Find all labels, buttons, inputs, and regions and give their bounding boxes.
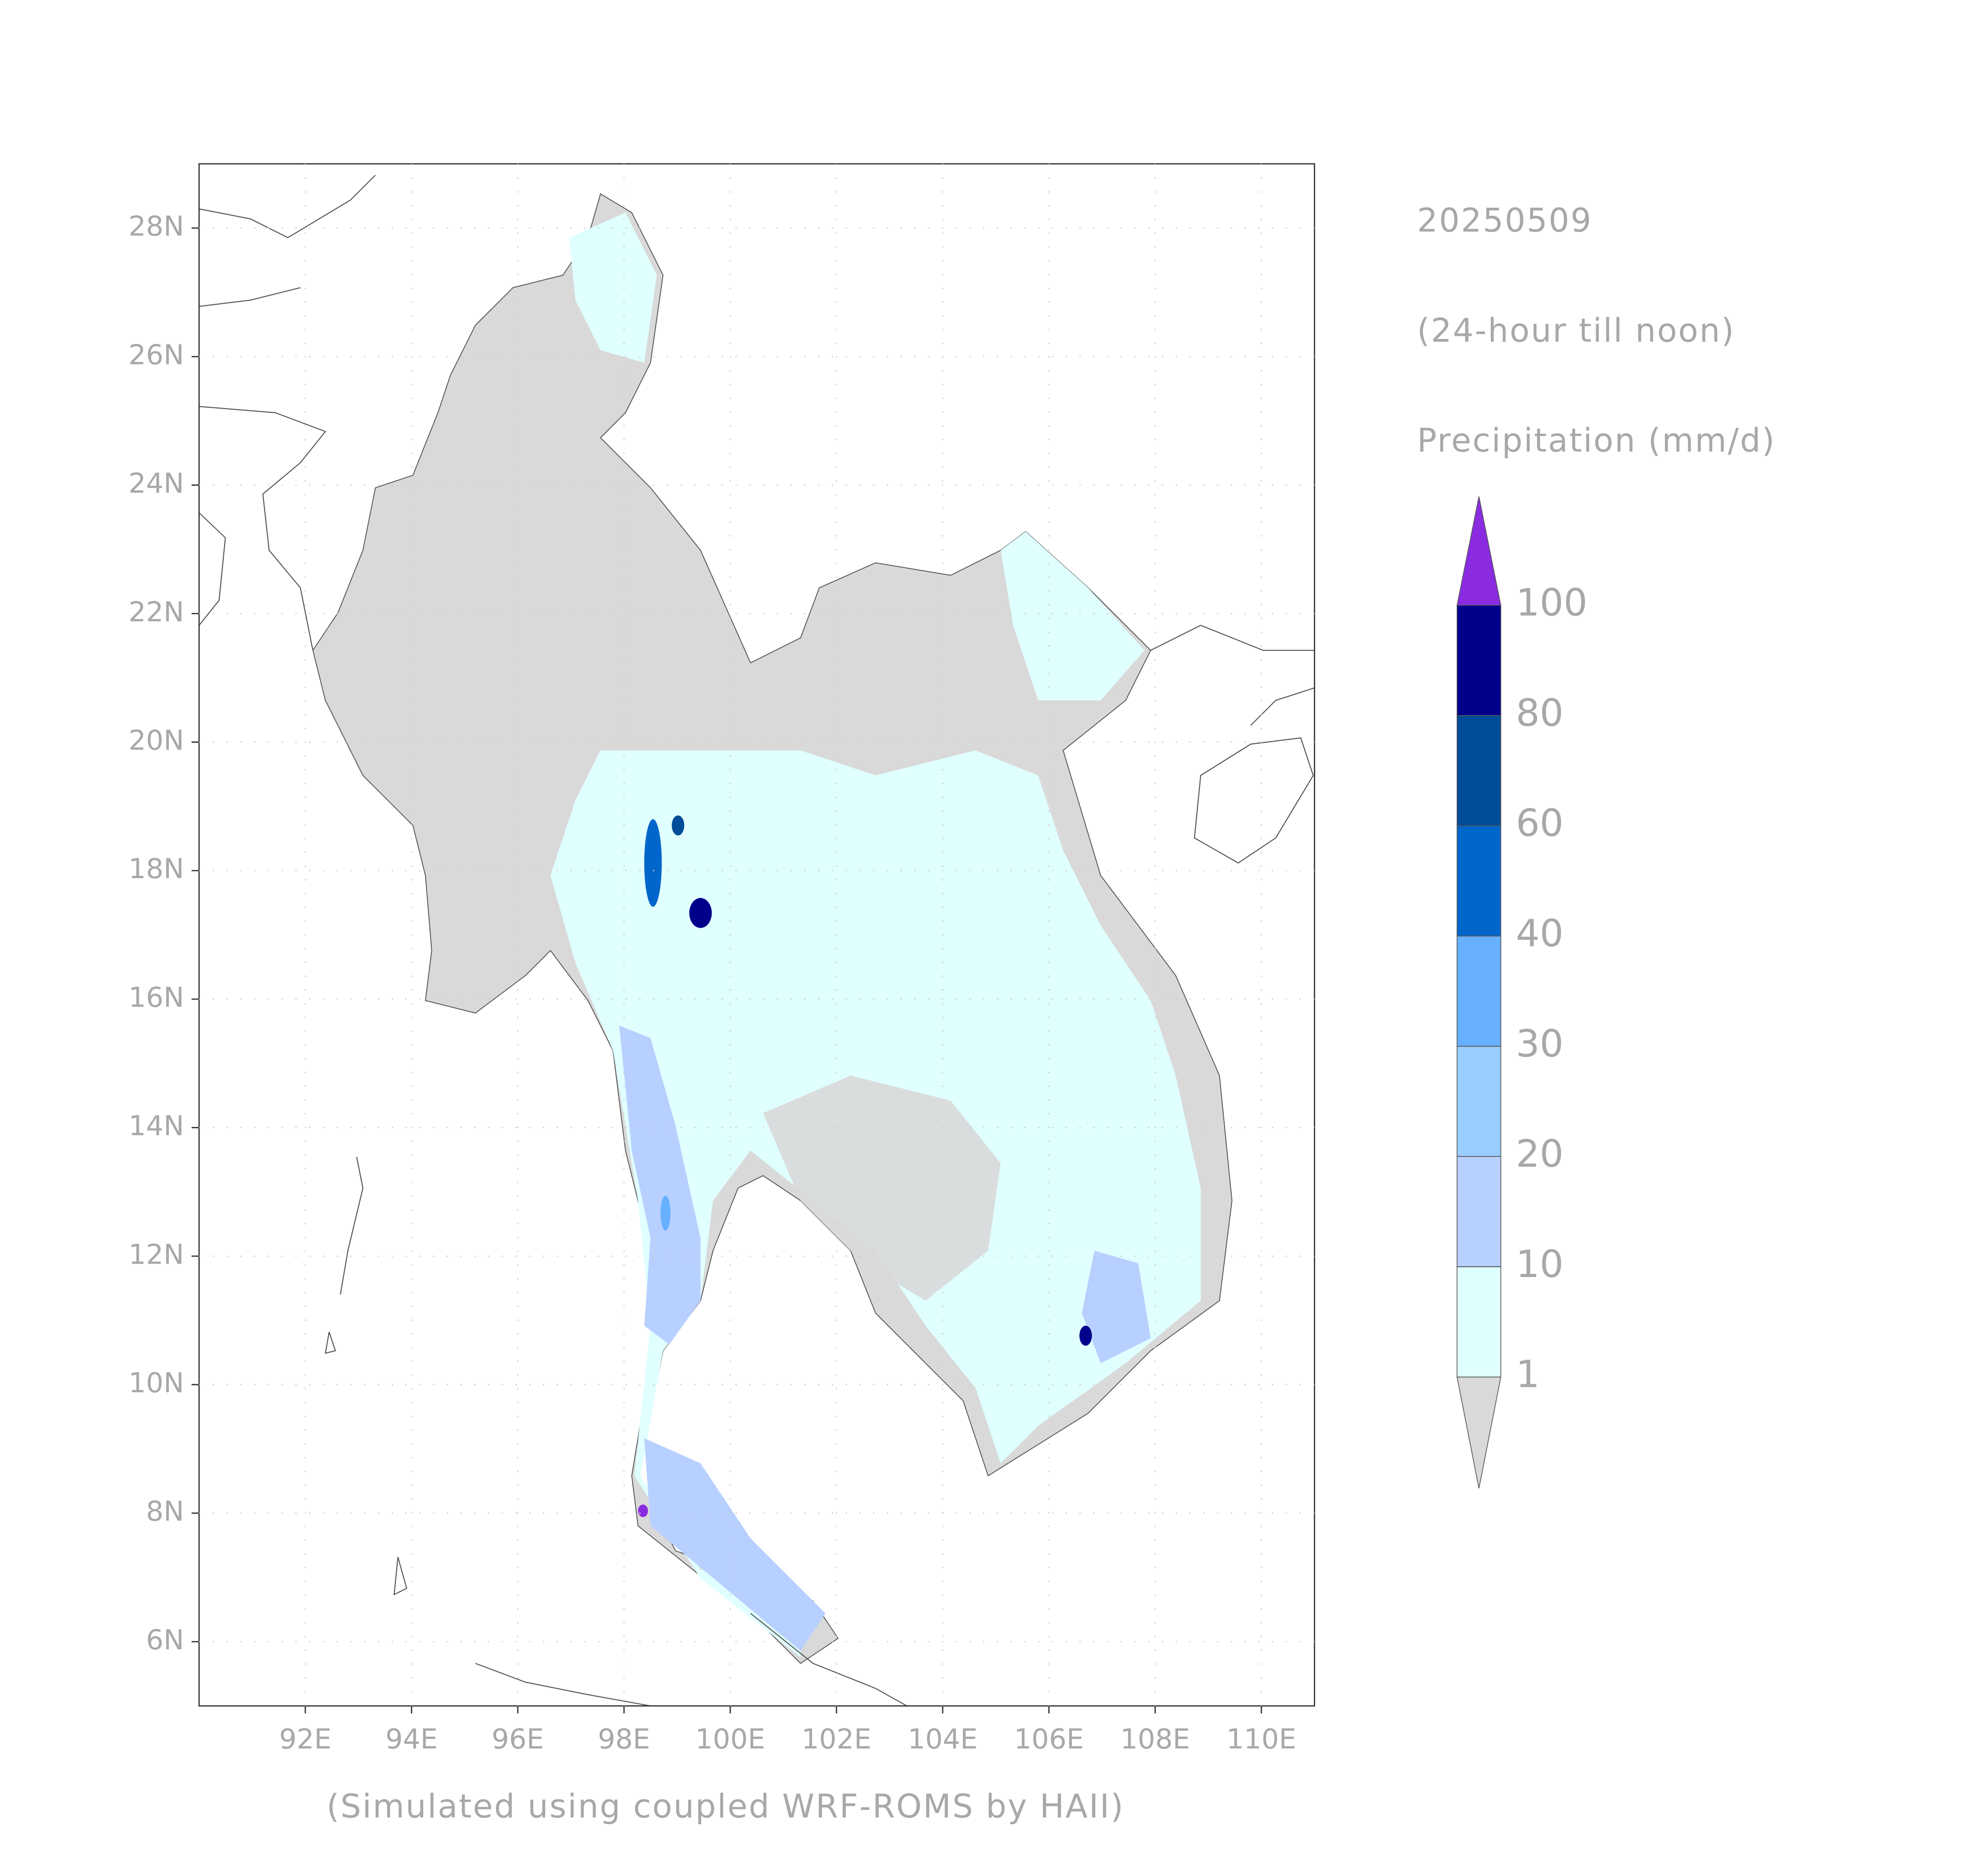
y-tick-label: 16N — [129, 981, 184, 1013]
precip-area — [763, 1076, 1001, 1301]
colorbar-label: 40 — [1516, 912, 1564, 955]
x-tick-label: 108E — [1120, 1723, 1190, 1755]
y-tick-label: 28N — [129, 210, 184, 243]
colorbar-segment — [1456, 715, 1501, 826]
x-tick-label: 92E — [279, 1723, 331, 1755]
colorbar-label: 100 — [1516, 581, 1587, 624]
x-tick-label: 106E — [1014, 1723, 1083, 1755]
precip-area — [569, 213, 657, 363]
coastline — [198, 175, 376, 651]
colorbar-label: 60 — [1516, 801, 1564, 845]
colorbar-segment — [1456, 605, 1501, 716]
x-tick-label: 96E — [492, 1723, 544, 1755]
coastline — [1150, 624, 1315, 726]
x-tick-label: 98E — [598, 1723, 650, 1755]
precip-cell — [689, 898, 712, 928]
precip-area — [644, 1438, 826, 1651]
variable-label: Precipitation (mm/d) — [1417, 422, 1776, 460]
credit: (Simulated using coupled WRF-ROMS by HAI… — [326, 1788, 1125, 1826]
map-area — [198, 175, 1315, 1707]
y-tick-label: 26N — [129, 339, 184, 371]
y-tick-label: 12N — [129, 1238, 184, 1270]
x-tick-label: 102E — [802, 1723, 871, 1755]
colorbar-segment — [1456, 1046, 1501, 1157]
x-tick-label: 104E — [908, 1723, 978, 1755]
date-label: 20250509 — [1417, 201, 1593, 239]
colorbar-segment — [1456, 825, 1501, 937]
map-frame — [198, 163, 1315, 1707]
y-tick-label: 22N — [129, 596, 184, 628]
y-tick-label: 6N — [146, 1624, 184, 1656]
precip-area — [1082, 1251, 1151, 1363]
colorbar-label: 80 — [1516, 691, 1564, 735]
coastline — [475, 1613, 907, 1707]
x-tick-label: 100E — [695, 1723, 765, 1755]
y-tick-label: 14N — [129, 1110, 184, 1142]
colorbar-label: 10 — [1516, 1242, 1564, 1286]
precip-cell — [644, 819, 662, 907]
colorbar-segment — [1456, 1266, 1501, 1378]
precip-cell — [672, 815, 685, 836]
x-tick-label: 94E — [385, 1723, 438, 1755]
y-tick-label: 20N — [129, 724, 184, 757]
colorbar-label: 20 — [1516, 1132, 1564, 1176]
precip-cell — [1079, 1326, 1092, 1346]
precip-area — [619, 1026, 701, 1344]
y-tick-label: 24N — [129, 467, 184, 499]
y-tick-label: 18N — [129, 853, 184, 885]
colorbar-under — [1456, 1376, 1501, 1489]
precip-area — [1000, 532, 1145, 700]
colorbar-label: 1 — [1516, 1353, 1539, 1396]
precip-cell — [638, 1504, 648, 1517]
y-tick-label: 10N — [129, 1367, 184, 1399]
y-tick-label: 8N — [146, 1495, 184, 1528]
coastline — [1194, 737, 1314, 864]
colorbar-label: 30 — [1516, 1022, 1564, 1065]
colorbar-over — [1456, 496, 1501, 606]
x-tick-label: 110E — [1226, 1723, 1296, 1755]
coastline — [325, 1156, 407, 1595]
precip-cell — [661, 1195, 671, 1231]
period-label: (24-hour till noon) — [1417, 312, 1735, 350]
colorbar-segment — [1456, 1156, 1501, 1267]
colorbar-segment — [1456, 935, 1501, 1047]
